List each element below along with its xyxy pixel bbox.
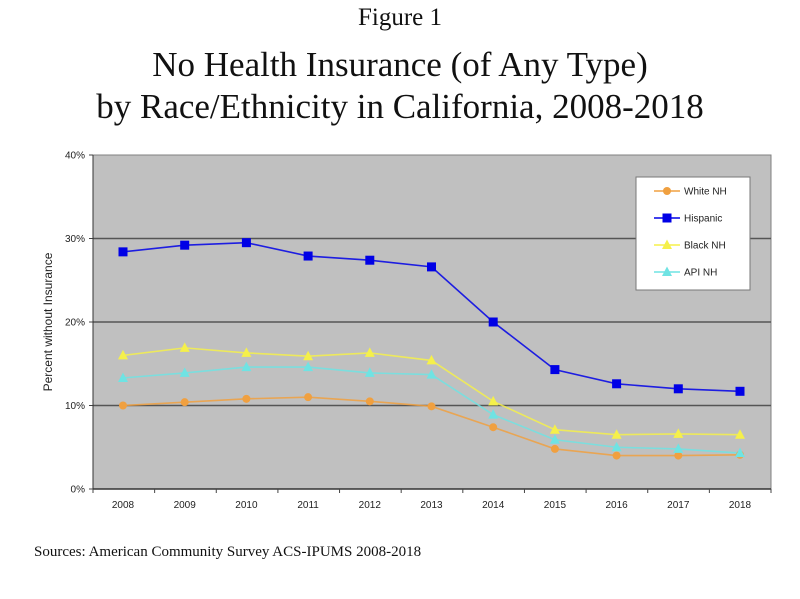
data-point-black-nh [241, 347, 252, 357]
data-point-black-nh [426, 354, 437, 365]
data-point-hispanic [365, 255, 375, 265]
data-point-api-nh [426, 369, 437, 379]
data-point-black-nh [303, 350, 314, 361]
data-point-api-nh [735, 447, 745, 458]
data-point-white-nh [612, 451, 621, 460]
data-point-white-nh [489, 423, 498, 432]
data-point-api-nh [241, 361, 252, 372]
data-point-white-nh [119, 401, 127, 410]
x-tick-label: 2014 [482, 500, 505, 511]
data-point-black-nh [673, 428, 684, 438]
data-point-api-nh [673, 443, 684, 453]
data-point-black-nh [735, 429, 745, 439]
data-point-api-nh [488, 409, 499, 419]
y-tick-label: 10% [65, 401, 85, 412]
data-point-white-nh [550, 444, 559, 453]
y-tick-label: 0% [71, 485, 86, 496]
x-tick-label: 2011 [297, 500, 319, 511]
data-point-black-nh [118, 349, 128, 360]
chart-title: No Health Insurance (of Any Type) by Rac… [0, 44, 800, 128]
data-point-api-nh [611, 441, 622, 452]
y-tick-label: 30% [65, 234, 85, 245]
data-point-hispanic [241, 238, 251, 248]
x-tick-label: 2010 [235, 500, 258, 511]
legend-label-black-nh: Black NH [684, 241, 726, 252]
legend [635, 176, 751, 291]
chart-title-line2: by Race/Ethnicity in California, 2008-20… [96, 87, 704, 126]
data-point-hispanic [303, 251, 313, 261]
y-axis-label: Percent without Insurance [41, 252, 55, 391]
data-point-hispanic [488, 317, 498, 327]
data-point-hispanic [427, 262, 436, 272]
legend-label-white-nh: White NH [684, 187, 727, 198]
data-point-black-nh [364, 347, 375, 357]
x-tick-label: 2018 [729, 500, 752, 511]
legend-marker-hispanic [662, 213, 672, 223]
data-point-white-nh [304, 393, 313, 402]
legend-label-hispanic: Hispanic [684, 214, 722, 225]
x-tick-label: 2008 [112, 500, 135, 511]
data-point-hispanic [673, 384, 683, 394]
data-point-hispanic [612, 379, 622, 389]
data-point-api-nh [118, 372, 128, 382]
source-note: Sources: American Community Survey ACS-I… [34, 544, 422, 560]
chart-title-line1: No Health Insurance (of Any Type) [152, 45, 648, 84]
data-point-hispanic [735, 386, 745, 396]
data-point-api-nh [364, 367, 375, 377]
data-point-black-nh [488, 395, 499, 406]
x-tick-label: 2012 [359, 500, 382, 511]
data-point-black-nh [611, 429, 622, 439]
x-tick-label: 2016 [605, 500, 628, 511]
x-tick-label: 2009 [174, 500, 197, 511]
data-point-hispanic [550, 365, 560, 375]
legend-marker-white-nh [663, 187, 671, 195]
legend-marker-black-nh [662, 239, 672, 249]
legend-marker-api-nh [662, 266, 672, 276]
data-point-white-nh [674, 451, 683, 460]
data-point-api-nh [549, 434, 560, 444]
data-point-black-nh [179, 342, 190, 352]
legend-label-api-nh: API NH [684, 268, 717, 279]
x-tick-label: 2017 [667, 500, 690, 511]
y-tick-label: 40% [65, 151, 85, 162]
data-point-white-nh [365, 397, 374, 406]
y-tick-label: 20% [65, 318, 85, 329]
figure-label: Figure 1 [357, 4, 443, 31]
data-point-white-nh [242, 394, 251, 403]
data-point-api-nh [303, 361, 314, 372]
data-point-hispanic [118, 247, 128, 257]
data-point-white-nh [180, 398, 189, 407]
x-tick-label: 2015 [544, 500, 567, 511]
x-tick-label: 2013 [420, 500, 443, 511]
data-point-hispanic [180, 240, 190, 250]
data-point-white-nh [427, 402, 436, 411]
data-point-black-nh [549, 424, 560, 434]
data-point-api-nh [179, 367, 190, 377]
